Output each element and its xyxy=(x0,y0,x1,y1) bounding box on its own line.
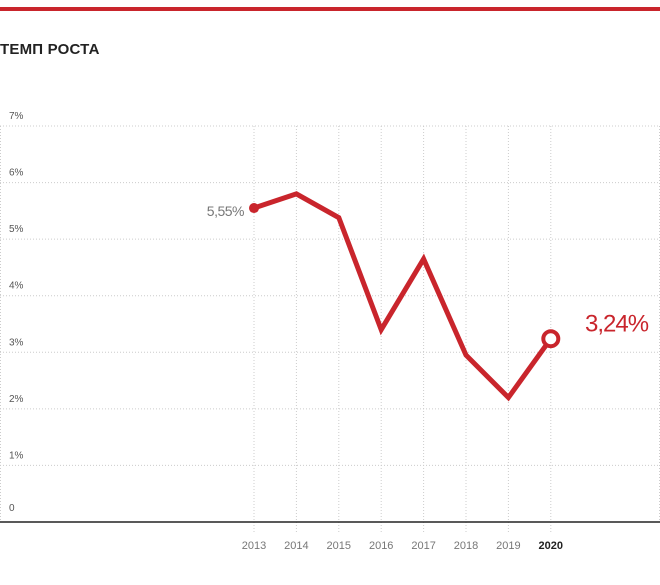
x-tick-label: 2014 xyxy=(284,540,308,552)
start-point xyxy=(249,203,259,214)
end-point xyxy=(541,329,561,349)
y-tick-label: 3% xyxy=(9,337,24,348)
x-tick-label: 2013 xyxy=(242,540,266,552)
y-tick-label: 2% xyxy=(9,394,24,405)
x-tick-label: 2015 xyxy=(327,540,351,552)
y-tick-label: 5% xyxy=(9,224,24,235)
top-accent-rule xyxy=(0,7,660,11)
x-tick-label: 2019 xyxy=(496,540,520,552)
end-value-label: 3,24% xyxy=(585,311,649,338)
x-tick-label: 2018 xyxy=(454,540,478,552)
y-tick-label: 7% xyxy=(9,111,24,122)
start-value-label: 5,55% xyxy=(207,203,244,219)
x-tick-label: 2017 xyxy=(411,540,435,552)
y-tick-label: 1% xyxy=(9,450,24,461)
chart-title: ТЕМП РОСТА xyxy=(0,41,100,58)
y-tick-label: 0 xyxy=(9,503,15,514)
y-tick-label: 6% xyxy=(9,168,24,179)
x-tick-label: 2016 xyxy=(369,540,393,552)
x-tick-label: 2020 xyxy=(539,540,563,552)
y-tick-label: 4% xyxy=(9,281,24,292)
series-line xyxy=(251,191,554,402)
